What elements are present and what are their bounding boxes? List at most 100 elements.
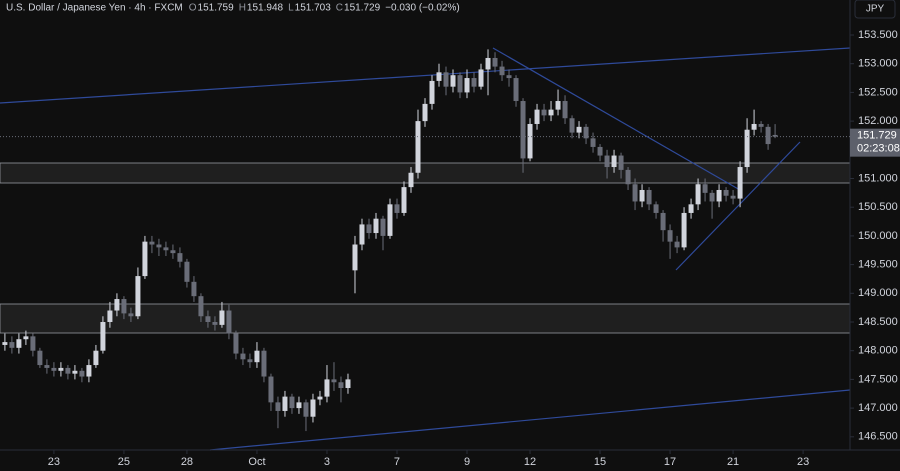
ohlc-key: C: [336, 3, 343, 14]
candle-body: [338, 382, 344, 389]
x-tick-label: 7: [394, 456, 400, 468]
candle-body: [226, 310, 232, 334]
ohlc-key: H: [239, 3, 246, 14]
candle-body: [716, 189, 722, 202]
candle-body: [723, 189, 729, 196]
candle-body: [548, 109, 554, 116]
candle-body: [674, 241, 680, 248]
candle-body: [744, 129, 750, 168]
candle-body: [366, 224, 372, 234]
candle-body: [317, 396, 323, 400]
header: U.S. Dollar / Japanese Yen · 4h · FXCM J…: [6, 0, 896, 19]
candle-body: [303, 402, 309, 417]
candle-body: [205, 316, 211, 323]
candle-body: [37, 350, 43, 366]
candle-body: [464, 78, 470, 93]
candle-body: [660, 212, 666, 231]
candle-body: [772, 134, 778, 137]
candle-body: [44, 365, 50, 368]
ohlc-key: O: [189, 3, 197, 14]
candle-body: [394, 204, 400, 213]
candle-body: [142, 241, 148, 277]
y-tick-label: 149.500: [858, 259, 898, 271]
candle-body: [527, 123, 533, 159]
x-tick-label: 9: [464, 456, 470, 468]
candle-body: [457, 75, 463, 93]
candle-body: [86, 365, 92, 377]
candle-body: [128, 313, 134, 317]
candle-body: [695, 184, 701, 205]
candle-body: [72, 370, 78, 374]
y-tick-label: 152.000: [858, 115, 898, 127]
candle-body: [156, 244, 162, 248]
candle-body: [107, 310, 113, 323]
x-tick-label: 25: [118, 456, 130, 468]
candle-body: [555, 101, 561, 110]
candle-body: [653, 204, 659, 213]
ohlc-value: 151.759: [198, 3, 235, 14]
last-price-label: 151.729: [857, 130, 897, 142]
candle-body: [275, 402, 281, 411]
x-tick-label: 3: [324, 456, 330, 468]
candle-body: [345, 379, 351, 389]
candle-body: [93, 350, 99, 366]
candle-body: [471, 78, 477, 87]
candle-body: [415, 121, 421, 173]
y-tick-label: 147.500: [858, 373, 898, 385]
y-tick-label: 148.000: [858, 345, 898, 357]
trendlines: [0, 47, 851, 451]
candle-body: [100, 322, 106, 351]
change: −0.030 (−0.02%): [385, 3, 460, 14]
channel-bottom: [209, 389, 851, 451]
candle-body: [51, 367, 57, 371]
candle-body: [597, 146, 603, 156]
y-tick-label: 147.000: [858, 402, 898, 414]
candle-body: [163, 247, 169, 251]
y-tick-label: 153.500: [858, 29, 898, 41]
candle-body: [352, 244, 358, 271]
triangle-top: [492, 47, 741, 191]
currency: JPY: [866, 4, 885, 15]
ohlc-value: 151.729: [344, 3, 381, 14]
candle-body: [184, 261, 190, 282]
support-zone: [0, 303, 851, 334]
candle-body: [121, 299, 127, 314]
candle-body: [30, 336, 36, 351]
x-tick-label: 12: [524, 456, 536, 468]
candle-body: [422, 103, 428, 122]
candle-body: [443, 72, 449, 87]
channel-top: [0, 47, 851, 104]
candle-body: [730, 195, 736, 199]
ohlc-key: L: [288, 3, 294, 14]
candle-body: [499, 66, 505, 76]
candle-body: [177, 253, 183, 262]
candle-body: [359, 224, 365, 245]
candle-body: [688, 204, 694, 213]
y-tick-label: 151.000: [858, 172, 898, 184]
y-tick-label: 148.500: [858, 316, 898, 328]
candle-body: [569, 118, 575, 133]
x-tick-label: 15: [594, 456, 606, 468]
ohlc-value: 151.948: [247, 3, 284, 14]
candle-body: [590, 138, 596, 147]
candle-body: [709, 192, 715, 202]
y-tick-label: 153.000: [858, 58, 898, 70]
last-price-box: [850, 128, 900, 157]
candle-body: [681, 212, 687, 248]
candle-body: [324, 379, 330, 397]
candle-body: [632, 184, 638, 202]
candle-body: [758, 123, 764, 127]
candle-body: [646, 189, 652, 205]
candle-body: [16, 339, 22, 348]
candle-body: [135, 276, 141, 317]
candle-body: [247, 359, 253, 363]
candle-body: [429, 80, 435, 104]
candle-body: [478, 69, 484, 87]
currency-box: [854, 0, 896, 19]
ohlc-value: 151.703: [295, 3, 332, 14]
x-tick-label: Oct: [248, 456, 265, 468]
candle-body: [408, 172, 414, 188]
candle-body: [198, 296, 204, 317]
